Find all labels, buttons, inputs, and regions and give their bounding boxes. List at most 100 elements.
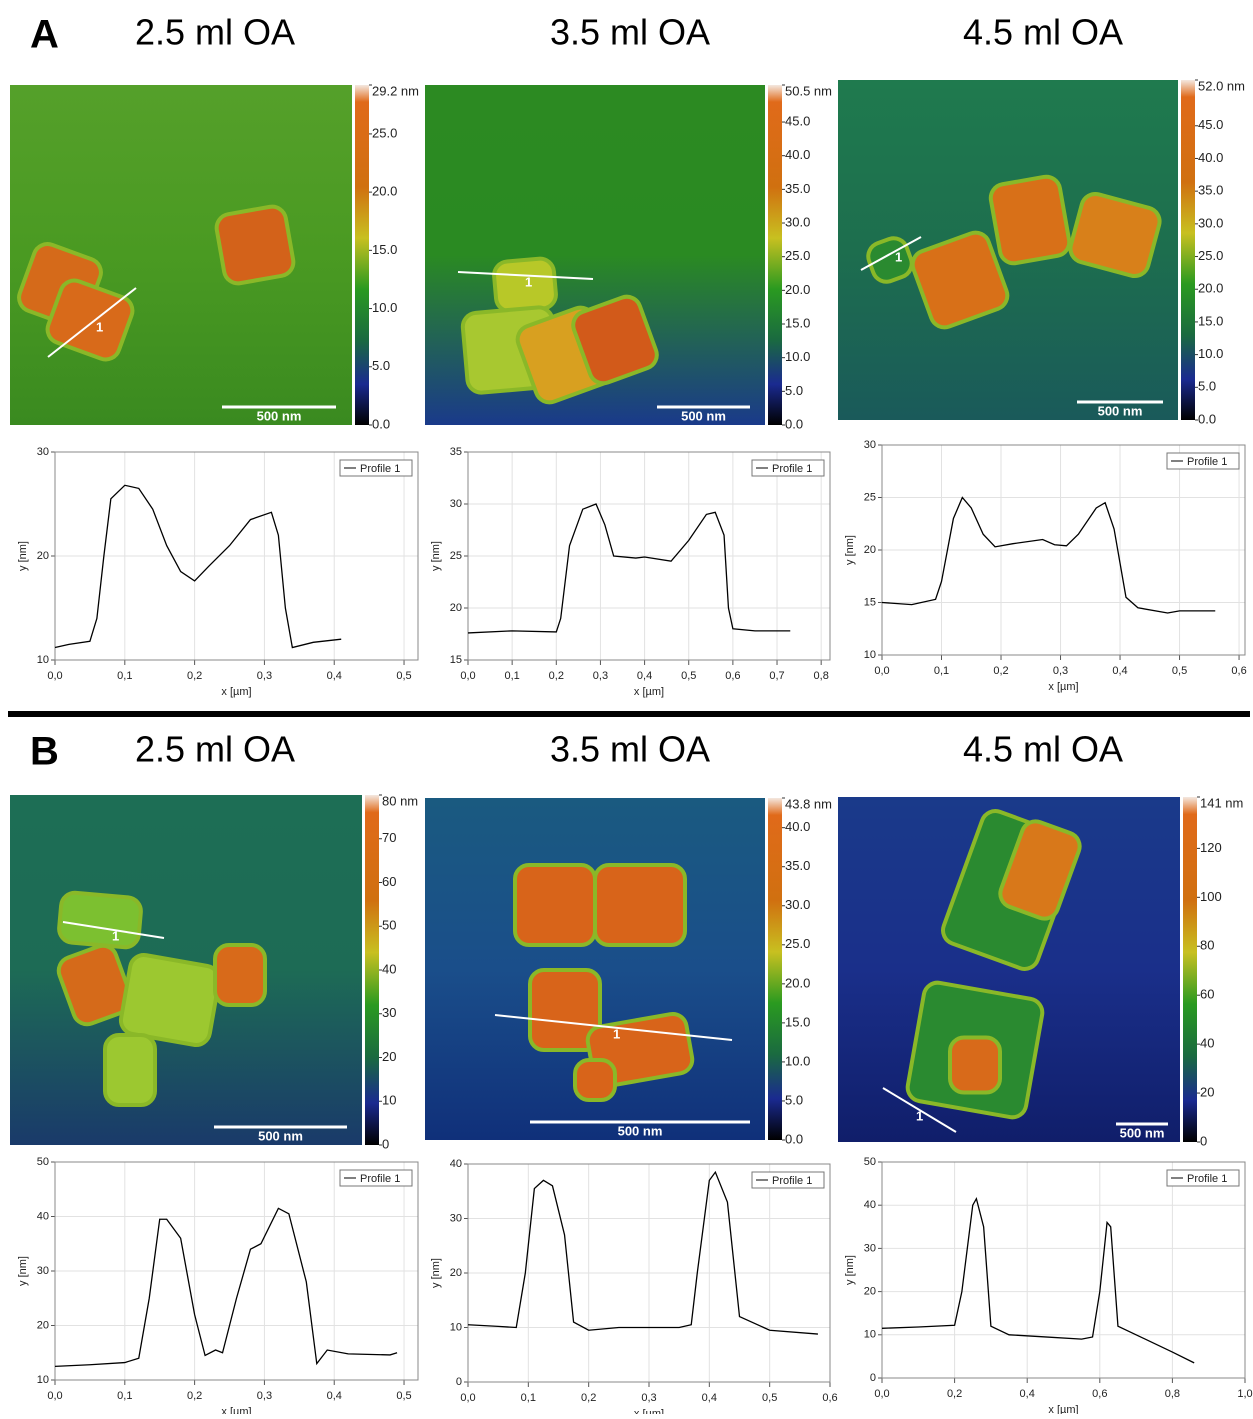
colorbar-tick-label: 60 (1200, 987, 1214, 1002)
x-axis-label: x [µm] (1048, 681, 1078, 693)
y-axis-label: y [nm] (17, 541, 29, 571)
colorbar-tick-label: 25.0 (785, 248, 810, 263)
profile-curve (881, 1196, 1195, 1364)
panel-title: 2.5 ml OA (135, 729, 295, 770)
profile-line (457, 271, 594, 280)
x-tick-label: 0,2 (581, 1392, 596, 1404)
x-tick-label: 0,1 (521, 1392, 536, 1404)
colorbar-tick-label: 40.0 (1198, 150, 1223, 165)
legend-box (751, 1171, 825, 1189)
x-tick-label: 0,0 (47, 670, 62, 682)
y-axis-label: y [nm] (430, 1258, 442, 1288)
scale-bar-label: 500 nm (681, 408, 726, 423)
colorbar-tick-label: 50.5 nm (785, 83, 832, 98)
legend-box (1166, 1169, 1240, 1187)
x-tick-label: 0,3 (257, 670, 272, 682)
colorbar-tick-label: 45.0 (785, 113, 810, 128)
x-tick-label: 0,0 (874, 1388, 889, 1400)
legend-box (751, 459, 825, 477)
particle (1068, 191, 1162, 279)
y-tick-label: 20 (450, 602, 462, 614)
colorbar-tick-label: 40 (382, 961, 396, 976)
colorbar-tick-label: 50 (382, 918, 396, 933)
x-tick-label: 0,1 (504, 670, 519, 682)
colorbar-tick-label: 30.0 (785, 214, 810, 229)
x-tick-label: 0,1 (934, 665, 949, 677)
profile-curve (881, 496, 1216, 614)
profile-line (882, 1087, 957, 1133)
colorbar-tick-label: 120 (1200, 840, 1222, 855)
legend-box (1166, 452, 1240, 470)
profile-curve (54, 484, 342, 649)
x-tick-label: 0,8 (1165, 1388, 1180, 1400)
x-tick-label: 0,6 (725, 670, 740, 682)
y-tick-label: 30 (864, 1242, 876, 1254)
colorbar-tick-label: 10 (382, 1093, 396, 1108)
colorbar-tick-label: 25.0 (372, 125, 397, 140)
colorbar-tick-label: 5.0 (785, 1092, 803, 1107)
colorbar-tick-label: 35.0 (785, 181, 810, 196)
x-axis-label: x [µm] (634, 1408, 664, 1414)
profile-curve (467, 503, 791, 634)
colorbar-tick-label: 30.0 (785, 897, 810, 912)
scale-bar-label: 500 nm (618, 1123, 663, 1138)
colorbar-tick-label: 40 (1200, 1036, 1214, 1051)
colorbar-tick-label: 10.0 (1198, 346, 1223, 361)
x-tick-label: 1,0 (1237, 1388, 1252, 1400)
colorbar-tick-label: 35.0 (785, 858, 810, 873)
legend-label: Profile 1 (772, 463, 812, 475)
x-tick-label: 0,0 (460, 670, 475, 682)
particle (593, 863, 687, 947)
panel-title: 4.5 ml OA (963, 729, 1123, 770)
colorbar-tick-label: 45.0 (1198, 117, 1223, 132)
panel-label: B (30, 730, 59, 774)
particle (57, 890, 143, 950)
x-tick-label: 0,3 (641, 1392, 656, 1404)
x-tick-label: 0,6 (1231, 665, 1246, 677)
scale-bar-label: 500 nm (1120, 1125, 1165, 1140)
y-tick-label: 30 (450, 1212, 462, 1224)
colorbar-tick-label: 20.0 (785, 282, 810, 297)
colorbar-tick-label: 5.0 (1198, 379, 1216, 394)
particle (573, 1058, 617, 1102)
colorbar-tick-label: 10.0 (372, 300, 397, 315)
y-tick-label: 30 (37, 1265, 49, 1277)
colorbar-tick-label: 0 (1200, 1133, 1207, 1148)
y-tick-label: 10 (37, 654, 49, 666)
plot-frame (54, 451, 419, 661)
x-tick-label: 0,4 (327, 670, 342, 682)
plot-frame (54, 1161, 419, 1381)
legend-label: Profile 1 (1187, 456, 1227, 468)
panel-label: A (30, 13, 59, 57)
panel-title: 3.5 ml OA (550, 12, 710, 53)
x-axis-label: x [µm] (634, 686, 664, 698)
profile-line-label: 1 (895, 249, 902, 264)
particle (571, 294, 659, 386)
x-tick-label: 0,2 (993, 665, 1008, 677)
legend-label: Profile 1 (360, 1173, 400, 1185)
y-tick-label: 20 (37, 550, 49, 562)
colorbar-tick-label: 70 (382, 830, 396, 845)
particle (213, 943, 267, 1007)
colorbar-tick-label: 10.0 (785, 349, 810, 364)
colorbar-tick-label: 60 (382, 874, 396, 889)
x-tick-label: 0,8 (814, 670, 829, 682)
x-tick-label: 0,4 (1020, 1388, 1035, 1400)
x-tick-label: 0,5 (1172, 665, 1187, 677)
x-tick-label: 0,0 (874, 665, 889, 677)
colorbar-tick-label: 0.0 (1198, 411, 1216, 426)
colorbar-tick-label: 20 (1200, 1085, 1214, 1100)
colorbar-tick-label: 15.0 (785, 315, 810, 330)
colorbar (1181, 80, 1195, 420)
x-axis-label: x [µm] (221, 1406, 251, 1414)
particle (513, 863, 597, 947)
colorbar-tick-label: 20.0 (372, 184, 397, 199)
colorbar-tick-label: 80 nm (382, 793, 418, 808)
colorbar-tick-label: 40.0 (785, 147, 810, 162)
x-tick-label: 0,3 (1053, 665, 1068, 677)
scale-bar-label: 500 nm (257, 408, 302, 423)
colorbar-tick-label: 80 (1200, 938, 1214, 953)
y-tick-label: 40 (864, 1199, 876, 1211)
legend-box (339, 459, 413, 477)
y-tick-label: 30 (37, 446, 49, 458)
